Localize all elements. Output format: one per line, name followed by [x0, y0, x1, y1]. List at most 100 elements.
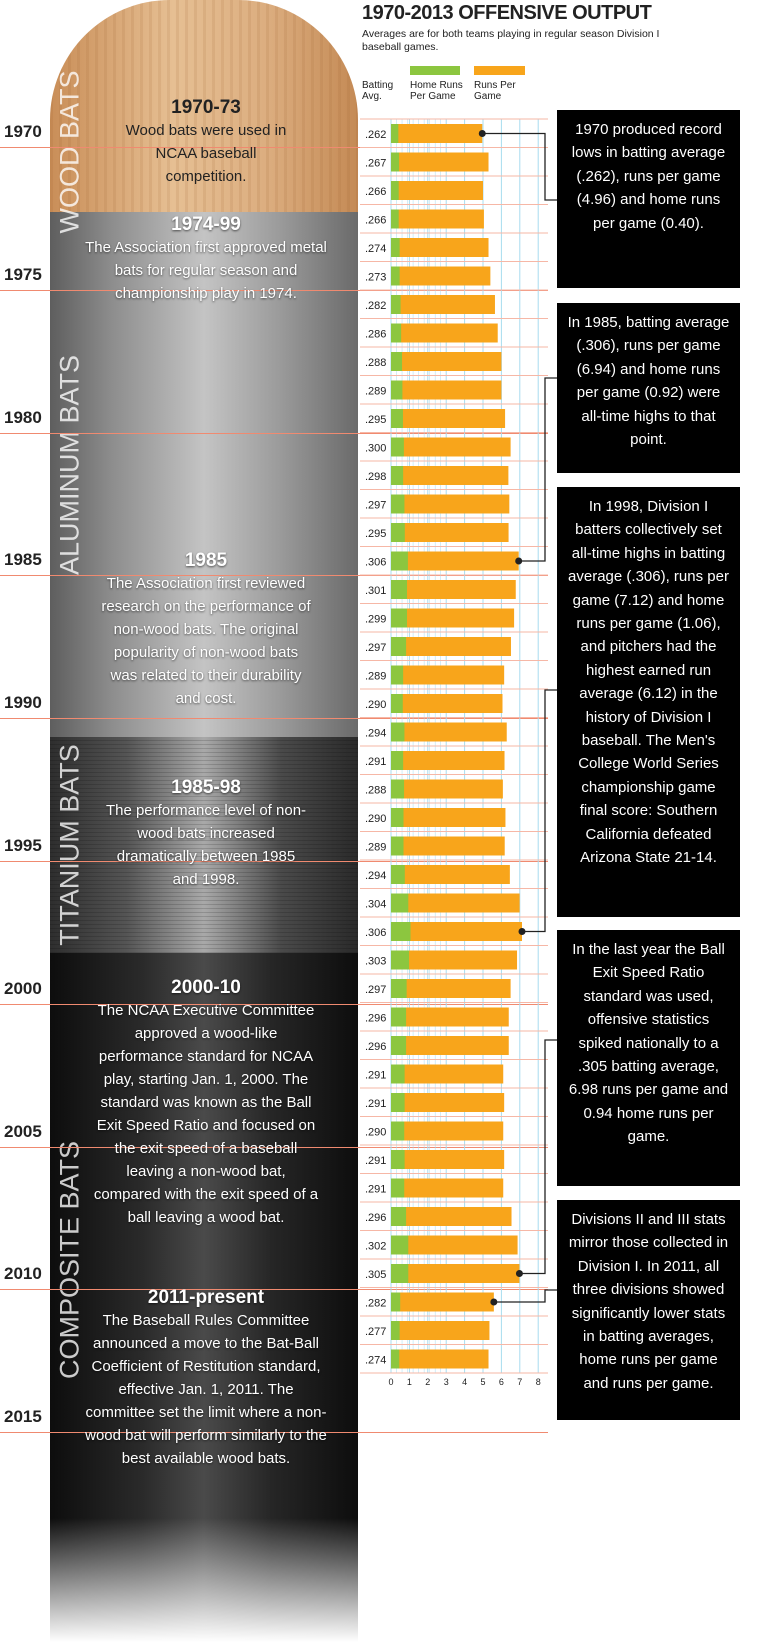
runs-bar — [391, 124, 483, 143]
runs-bar — [391, 295, 495, 314]
callout-1985: In 1985, batting average (.306), runs pe… — [557, 303, 740, 473]
runs-bar — [391, 437, 511, 457]
era-title: 1974-99 — [171, 214, 241, 235]
runs-bar — [391, 836, 505, 856]
home-runs-bar — [391, 1264, 409, 1283]
batting-avg-label: .302 — [365, 1241, 386, 1253]
home-runs-bar — [391, 979, 407, 998]
batting-avg-label: .301 — [365, 585, 386, 597]
batting-avg-label: .296 — [365, 1041, 386, 1053]
section-label-aluminum: ALUMINUM BATS — [54, 354, 85, 576]
home-runs-bar — [391, 551, 408, 571]
callout-dot — [515, 557, 523, 565]
runs-bar — [391, 1292, 494, 1312]
era-1985: 1985 The Association first reviewed resea… — [75, 550, 337, 710]
era-text: The Association first reviewed research … — [101, 575, 311, 707]
wood-bat-section — [50, 0, 358, 212]
batting-avg-label: .290 — [365, 1127, 386, 1139]
callout-2010: In the last year the Ball Exit Speed Rat… — [557, 930, 740, 1186]
home-runs-bar — [391, 836, 404, 856]
runs-bar — [391, 637, 511, 656]
bat-illustration — [50, 0, 358, 1642]
home-runs-bar — [391, 722, 405, 742]
home-runs-bar — [391, 580, 408, 599]
callout-2011: Divisions II and III stats mirror those … — [557, 1200, 740, 1420]
runs-bar — [391, 551, 519, 571]
callout-dot — [518, 928, 526, 935]
batting-avg-label: .299 — [365, 614, 386, 626]
batting-avg-label: .303 — [365, 956, 386, 968]
home-runs-bar — [391, 238, 400, 257]
home-runs-bar — [391, 494, 405, 514]
year-line — [0, 432, 548, 434]
era-title: 2000-10 — [171, 977, 241, 998]
home-runs-bar — [391, 380, 403, 400]
runs-bar — [391, 922, 523, 941]
batting-avg-label: .288 — [365, 785, 386, 797]
year-label: 2005 — [4, 1121, 42, 1141]
callout-connector — [493, 1289, 557, 1303]
legend-batting-avg: Batting Avg. — [362, 80, 394, 102]
batting-avg-label: .289 — [365, 386, 386, 398]
batting-avg-label: .290 — [365, 813, 386, 825]
x-tick-label: 2 — [425, 1377, 430, 1387]
home-runs-bar — [391, 295, 401, 314]
home-runs-bar — [391, 523, 405, 542]
year-label: 2015 — [4, 1407, 42, 1427]
batting-avg-label: .266 — [365, 186, 386, 198]
batting-avg-label: .294 — [365, 870, 386, 882]
year-label: 1975 — [4, 264, 42, 284]
aluminum-bat-section — [50, 212, 358, 737]
home-runs-bar — [391, 1121, 405, 1141]
home-runs-bar — [391, 152, 400, 172]
year-line — [0, 718, 548, 720]
home-runs-bar — [391, 893, 409, 913]
era-2011-present: 2011-present The Baseball Rules Committee… — [75, 1287, 337, 1470]
home-runs-bar — [391, 1093, 405, 1112]
runs-bar — [391, 694, 503, 713]
runs-bar — [391, 808, 506, 827]
callout-dot — [490, 1298, 498, 1306]
era-text: The Baseball Rules Committee announced a… — [85, 1312, 327, 1467]
titanium-bat-section — [50, 737, 358, 953]
batting-avg-label: .262 — [365, 129, 386, 141]
batting-avg-label: .282 — [365, 1298, 386, 1310]
runs-bar — [391, 1178, 504, 1198]
runs-bar — [391, 352, 502, 371]
batting-avg-label: .291 — [365, 1070, 386, 1082]
callout-1970: 1970 produced record lows in batting ave… — [557, 110, 740, 288]
era-text: The performance level of non-wood bats i… — [105, 802, 307, 888]
era-1970-73: 1970-73 Wood bats were used in NCAA baseb… — [75, 97, 337, 188]
runs-bar — [391, 979, 511, 998]
runs-bar — [391, 1064, 504, 1084]
home-runs-bar — [391, 808, 404, 827]
x-tick-label: 8 — [536, 1377, 541, 1387]
legend-home-runs: Home Runs Per Game — [410, 80, 463, 102]
year-line — [0, 575, 548, 577]
batting-avg-label: .274 — [365, 243, 386, 255]
year-label: 1985 — [4, 550, 42, 570]
home-runs-bar — [391, 1207, 407, 1226]
home-runs-bar — [391, 694, 403, 713]
runs-bar — [391, 950, 518, 970]
home-runs-bar — [391, 865, 405, 884]
year-line — [0, 861, 548, 862]
callout-1998: In 1998, Division I batters collectively… — [557, 487, 740, 917]
runs-bar — [391, 266, 491, 286]
runs-bar — [391, 1207, 512, 1226]
batting-avg-label: .306 — [365, 557, 386, 569]
home-runs-bar — [391, 1007, 407, 1027]
home-runs-bar — [391, 950, 410, 970]
legend-runs: Runs Per Game — [474, 80, 516, 102]
home-runs-bar — [391, 751, 404, 770]
x-tick-label: 0 — [388, 1377, 393, 1387]
home-runs-bar — [391, 637, 407, 656]
runs-bar — [391, 380, 502, 400]
home-runs-bar — [391, 352, 403, 371]
batting-avg-label: .297 — [365, 642, 386, 654]
runs-bar — [391, 1121, 504, 1141]
batting-avg-label: .289 — [365, 842, 386, 854]
year-line — [0, 289, 548, 291]
runs-bar — [391, 1036, 509, 1055]
x-tick-label: 3 — [444, 1377, 449, 1387]
